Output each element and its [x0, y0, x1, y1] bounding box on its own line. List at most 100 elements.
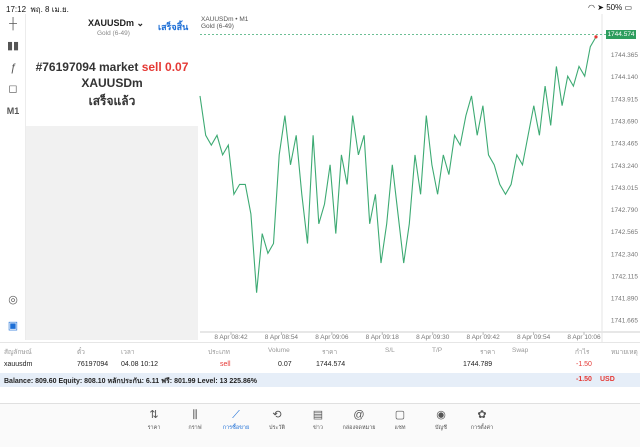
- trade-icon: ⟋: [232, 409, 240, 421]
- candles-icon[interactable]: ▮▮: [6, 40, 20, 52]
- chart-icon: ⫼: [192, 409, 198, 421]
- left-toolbar: ┼ ▮▮ ƒ ◻ M1 ◎ ▣: [0, 14, 26, 340]
- column-header[interactable]: ตั๋ว: [77, 349, 85, 356]
- nav-tab-settings[interactable]: ✿ การตั้งค่า: [462, 408, 502, 432]
- position-symbol: xauusdm: [4, 361, 33, 368]
- price-tick-label: 1741.890: [611, 296, 638, 303]
- nav-tab-news[interactable]: ▤ ข่าว: [298, 408, 338, 432]
- new-order-icon[interactable]: ▣: [7, 320, 19, 332]
- price-tick-label: 1742.790: [611, 207, 638, 214]
- nav-tab-history[interactable]: ⟲ ประวัติ: [257, 408, 297, 432]
- order-summary: #76197094 market sell 0.07: [35, 60, 189, 74]
- nav-tab-trade[interactable]: ⟋ การซื้อขาย: [216, 408, 256, 432]
- price-tick-label: 1743.915: [611, 96, 638, 103]
- symbol-description: Gold (6-49): [97, 30, 130, 37]
- bottom-nav: ⇅ ราคา ⫼ กราฟ ⟋ การซื้อขาย ⟲ ประวัติ ▤ ข่าว @ กล่อง…: [0, 403, 640, 447]
- nav-tab-account[interactable]: ◉ บัญชี: [421, 408, 461, 432]
- nav-tab-label: ข่าว: [313, 425, 323, 431]
- price-tick-label: 1741.665: [611, 318, 638, 325]
- battery-percent: 50%: [606, 3, 623, 12]
- nav-tab-quotes[interactable]: ⇅ ราคา: [134, 408, 174, 432]
- column-header[interactable]: หมายเหตุ: [611, 349, 638, 356]
- position-current-price: 1744.789: [463, 361, 493, 368]
- nav-tab-label: การตั้งค่า: [470, 425, 494, 431]
- column-header[interactable]: Volume: [268, 347, 290, 354]
- nav-tab-label: กราฟ: [188, 425, 202, 431]
- time-tick-label: 8 Apr 09:54: [517, 334, 551, 341]
- chevron-down-icon: ⌄: [136, 18, 145, 28]
- quotes-icon: ⇅: [149, 409, 159, 421]
- price-tick-label: 1743.465: [611, 141, 638, 148]
- total-profit: -1.50: [576, 376, 592, 383]
- time-tick-label: 8 Apr 08:42: [214, 334, 248, 341]
- last-price-point: [594, 35, 598, 39]
- order-status: เสร็จแล้ว: [88, 94, 136, 108]
- price-chart[interactable]: 1744.365 1744.140 1743.915 1743.690 1743.465…: [198, 14, 640, 342]
- position-profit: -1.50: [576, 361, 592, 368]
- signals-icon[interactable]: ◎: [8, 294, 18, 306]
- account-summary: Balance: 809.60 Equity: 808.10 หลักประกั…: [4, 378, 257, 385]
- column-header[interactable]: เวลา: [121, 349, 135, 356]
- nav-tab-mail[interactable]: @ กล่องจดหมาย: [339, 408, 379, 432]
- nav-tab-chart[interactable]: ⫼ กราฟ: [175, 408, 215, 432]
- nav-tab-label: แชท: [394, 425, 406, 431]
- price-tick-label: 1744.365: [611, 52, 638, 59]
- position-open-price: 1744.574: [316, 361, 346, 368]
- news-icon: ▤: [312, 409, 324, 421]
- price-tick-label: 1742.115: [611, 273, 638, 280]
- time-tick-label: 8 Apr 10:06: [567, 334, 601, 341]
- time-tick-label: 8 Apr 09:06: [315, 334, 349, 341]
- order-symbol: XAUUSDm: [81, 76, 143, 90]
- position-type: sell: [220, 361, 231, 368]
- order-result-card: XAUUSDm ⌄ Gold (6-49) เสร็จสิ้น #7619709…: [26, 14, 198, 126]
- currency: USD: [600, 376, 615, 383]
- wifi-icon: ◠: [588, 3, 596, 12]
- price-tick-label: 1743.015: [611, 185, 638, 192]
- price-series-line: [199, 36, 597, 293]
- position-volume: 0.07: [278, 361, 292, 368]
- function-icon[interactable]: ƒ: [9, 62, 17, 74]
- column-header[interactable]: S/L: [385, 347, 395, 354]
- location-icon: ➤: [597, 3, 604, 12]
- time-tick-label: 8 Apr 09:30: [416, 334, 450, 341]
- nav-tab-chat[interactable]: ▢ แชท: [380, 408, 420, 432]
- status-date: พฤ. 8 เม.ย.: [30, 5, 69, 14]
- battery-icon: ▭: [624, 3, 632, 12]
- chat-icon: ▢: [394, 409, 406, 421]
- chart-canvas[interactable]: 1744.365 1744.140 1743.915 1743.690 1743.465…: [198, 14, 640, 342]
- order-side: sell 0.07: [141, 60, 189, 74]
- column-header[interactable]: ราคา: [480, 349, 496, 356]
- current-price-badge: 1744.574: [606, 30, 636, 40]
- price-tick-label: 1742.565: [611, 229, 638, 236]
- timeframe-button[interactable]: M1: [6, 106, 20, 116]
- table-row[interactable]: xauusdm 76197094 04.08 10:12 sell 0.07 1…: [0, 357, 640, 373]
- crosshair-icon[interactable]: ┼: [9, 18, 17, 30]
- nav-tab-label: ประวัติ: [268, 425, 286, 431]
- position-time: 04.08 10:12: [121, 361, 158, 368]
- position-ticket: 76197094: [77, 361, 109, 368]
- nav-tab-label: ราคา: [147, 425, 161, 431]
- done-button[interactable]: เสร็จสิ้น: [158, 22, 189, 32]
- objects-icon[interactable]: ◻: [8, 83, 18, 95]
- balance-bar: Balance: 809.60 Equity: 808.10 หลักประกั…: [0, 373, 640, 387]
- symbol-selector[interactable]: XAUUSDm ⌄: [88, 18, 145, 28]
- column-header[interactable]: กำไร: [575, 349, 590, 356]
- nav-tab-label: การซื้อขาย: [222, 425, 250, 431]
- column-header[interactable]: ราคา: [322, 349, 338, 356]
- column-header[interactable]: ประเภท: [208, 349, 230, 356]
- order-result-panel: XAUUSDm ⌄ Gold (6-49) เสร็จสิ้น #7619709…: [26, 14, 198, 340]
- price-tick-label: 1743.240: [611, 163, 638, 170]
- panel-background: [26, 126, 198, 340]
- column-header[interactable]: Swap: [512, 347, 529, 354]
- settings-icon: ✿: [477, 409, 487, 421]
- price-tick-label: 1742.340: [611, 251, 638, 258]
- status-bar: 17:12 พฤ. 8 เม.ย. ◠ ➤ 50% ▭: [0, 0, 640, 14]
- chart-title: XAUUSDm • M1: [201, 16, 249, 23]
- mail-icon: @: [353, 409, 365, 421]
- column-header[interactable]: สัญลักษณ์: [4, 349, 32, 356]
- time-tick-label: 8 Apr 08:54: [265, 334, 299, 341]
- column-header[interactable]: T/P: [432, 347, 443, 354]
- time-tick-label: 8 Apr 09:18: [366, 334, 400, 341]
- nav-tab-label: บัญชี: [435, 425, 447, 431]
- nav-tab-label: กล่องจดหมาย: [342, 425, 376, 431]
